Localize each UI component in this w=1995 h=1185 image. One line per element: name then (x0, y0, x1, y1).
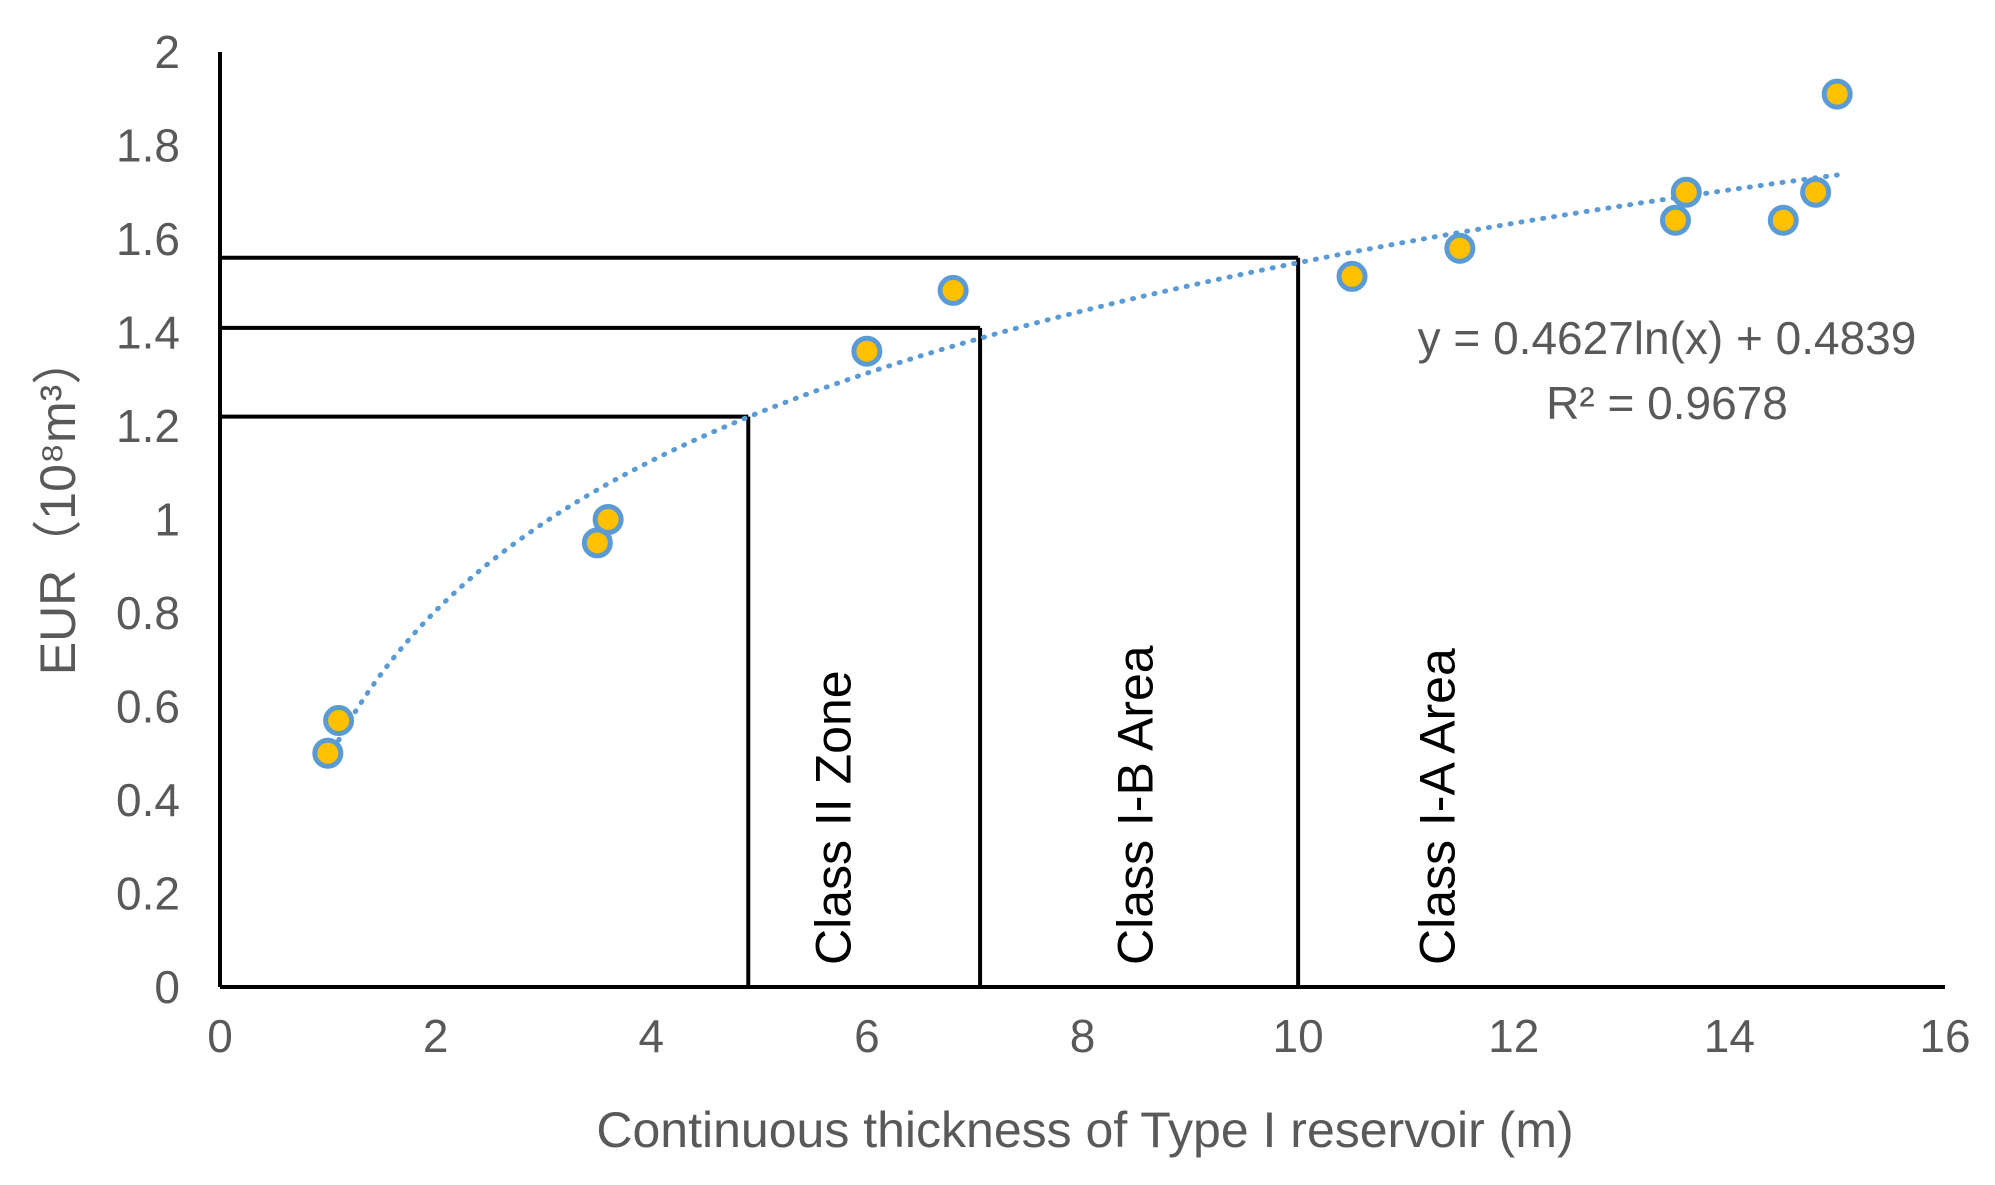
x-tick-label: 16 (1919, 1010, 1970, 1062)
zone-boundaries (220, 255, 1301, 987)
x-tick-label: 12 (1488, 1010, 1539, 1062)
y-tick-label: 0 (154, 961, 180, 1013)
y-tick-label: 1.2 (116, 400, 180, 452)
data-point (592, 504, 624, 535)
x-tick-label: 14 (1704, 1010, 1755, 1062)
zone-label: Class I-B Area (1108, 645, 1164, 965)
zone-labels: Class II Zone Class I-B Area Class I-A Are… (806, 645, 1466, 965)
y-tick-label: 2 (154, 26, 180, 78)
y-tick-label: 0.2 (116, 868, 180, 920)
x-axis-title: Continuous thickness of Type I reservoir… (596, 1102, 1573, 1158)
trendline-equation: y = 0.4627ln(x) + 0.4839 (1418, 312, 1917, 364)
y-tick-label: 1.6 (116, 213, 180, 265)
y-tick-label: 1 (154, 494, 180, 546)
y-axis-title: EUR（10⁸m³） (30, 335, 86, 676)
data-point (1767, 204, 1799, 236)
data-points (312, 78, 1853, 769)
data-point (1800, 176, 1832, 208)
data-point (312, 737, 344, 769)
data-point (1821, 78, 1853, 110)
y-tick-label: 1.8 (116, 120, 180, 172)
data-point (937, 274, 969, 306)
y-tick-label: 0.6 (116, 681, 180, 733)
y-tick-label: 0.8 (116, 587, 180, 639)
x-tick-label: 0 (207, 1010, 233, 1062)
x-tick-label: 4 (638, 1010, 664, 1062)
x-tick-label: 10 (1273, 1010, 1324, 1062)
data-point (1659, 204, 1691, 236)
trendline-r-squared: R² = 0.9678 (1546, 377, 1788, 429)
y-tick-label: 0.4 (116, 774, 180, 826)
zone-label: Class I-A Area (1409, 648, 1465, 965)
data-point (851, 335, 883, 367)
data-point (1670, 176, 1702, 208)
data-point (323, 705, 355, 737)
data-point (1444, 232, 1476, 264)
axes (218, 52, 1945, 989)
x-tick-label: 6 (854, 1010, 880, 1062)
x-tick-label: 8 (1070, 1010, 1096, 1062)
y-tick-label: 1.4 (116, 307, 180, 359)
zone-label: Class II Zone (806, 670, 862, 965)
log-trendline (336, 172, 1840, 743)
data-point (1336, 260, 1368, 292)
tick-labels: 0 2 4 6 8 10 12 14 16 0 0.2 0.4 0.6 0.8 1 1.2 1.4 1.6 1.8 2 (116, 26, 1971, 1062)
x-tick-label: 2 (423, 1010, 449, 1062)
